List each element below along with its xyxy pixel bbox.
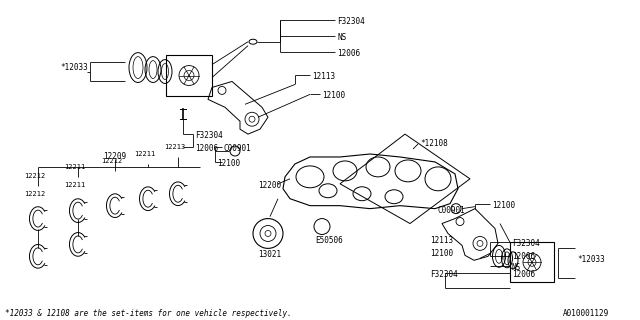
- Text: F32304: F32304: [195, 131, 223, 140]
- Text: *12033: *12033: [577, 255, 605, 264]
- Text: 12100: 12100: [322, 92, 345, 100]
- Text: F32304: F32304: [430, 270, 458, 279]
- Text: 12213: 12213: [164, 144, 185, 150]
- Text: 12211: 12211: [64, 182, 85, 188]
- Text: F32304: F32304: [337, 17, 365, 26]
- Text: 12100: 12100: [217, 159, 240, 168]
- Text: 12006: 12006: [337, 49, 360, 58]
- Text: *12108: *12108: [420, 139, 448, 148]
- Text: 12113: 12113: [312, 72, 335, 81]
- Text: F32304: F32304: [512, 239, 540, 248]
- Text: C00901: C00901: [437, 206, 465, 215]
- Text: NS: NS: [512, 263, 521, 272]
- Text: 12211: 12211: [64, 164, 85, 170]
- Text: NS: NS: [337, 33, 346, 42]
- Text: A010001129: A010001129: [563, 309, 609, 318]
- Text: 12006: 12006: [195, 144, 218, 153]
- Text: *12033 & 12108 are the set-items for one vehicle respectively.: *12033 & 12108 are the set-items for one…: [5, 309, 292, 318]
- Bar: [510, 243, 554, 282]
- Text: 12006: 12006: [512, 270, 535, 279]
- Text: E50506: E50506: [315, 236, 343, 245]
- Bar: [166, 55, 212, 96]
- Text: 12211: 12211: [134, 151, 156, 157]
- Text: C00901: C00901: [224, 144, 252, 153]
- Text: 12212: 12212: [24, 173, 45, 179]
- Text: 12100: 12100: [430, 249, 453, 258]
- Text: 12006: 12006: [512, 252, 535, 261]
- Text: 12100: 12100: [492, 201, 515, 210]
- Text: 12212: 12212: [24, 191, 45, 197]
- Text: *12033: *12033: [60, 63, 88, 72]
- Text: 12113: 12113: [430, 236, 453, 245]
- Text: 12200: 12200: [258, 181, 281, 190]
- Text: 13021: 13021: [258, 250, 281, 260]
- Text: 12212: 12212: [101, 158, 122, 164]
- Text: 12209: 12209: [103, 152, 126, 161]
